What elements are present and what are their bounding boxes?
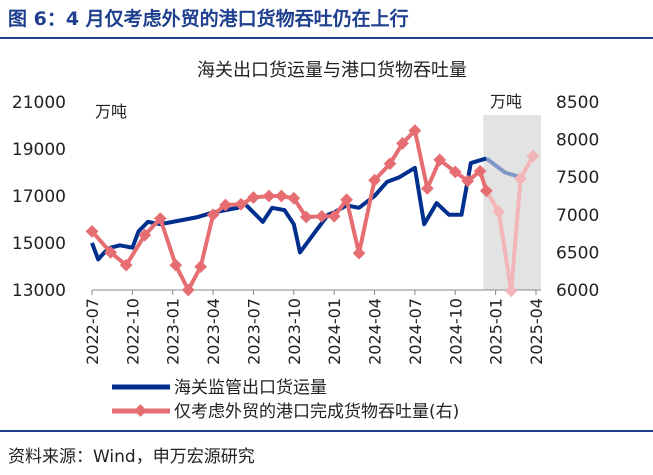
legend-label-export-freight: 海关监管出口货运量 bbox=[174, 378, 327, 398]
data-point bbox=[420, 182, 434, 195]
data-point bbox=[181, 283, 195, 297]
data-point bbox=[368, 173, 381, 187]
data-point bbox=[383, 157, 397, 171]
x-tick-marks bbox=[91, 290, 537, 295]
x-tick-label: 2023-04 bbox=[204, 298, 223, 365]
data-point bbox=[169, 258, 183, 272]
y-left-tick-label: 17000 bbox=[12, 187, 66, 207]
y-right-tick-label: 6500 bbox=[556, 243, 599, 263]
chart: 海关出口货运量与港口货物吞吐量 万吨 万吨 21000 19000 17000 150… bbox=[12, 60, 599, 422]
y-right-tick-labels: 8500 8000 7500 7000 6500 6000 bbox=[556, 93, 599, 301]
y-left-tick-label: 21000 bbox=[12, 93, 66, 113]
data-point bbox=[262, 189, 276, 203]
x-tick-label: 2023-10 bbox=[285, 298, 304, 365]
data-point bbox=[352, 246, 366, 260]
data-point bbox=[433, 153, 447, 167]
y-left-tick-label: 15000 bbox=[12, 234, 66, 254]
y-right-tick-label: 7000 bbox=[556, 206, 599, 226]
x-tick-label: 2023-01 bbox=[164, 298, 183, 365]
data-point bbox=[219, 198, 232, 212]
x-tick-label: 2023-07 bbox=[244, 298, 263, 365]
y-left-unit: 万吨 bbox=[95, 102, 127, 121]
legend-marker-port-throughput bbox=[134, 404, 147, 417]
data-point bbox=[396, 136, 409, 150]
x-tick-label: 2025-04 bbox=[527, 298, 546, 365]
data-point bbox=[287, 191, 301, 205]
x-tick-label: 2024-10 bbox=[446, 298, 465, 365]
x-tick-label: 2025-01 bbox=[487, 298, 506, 365]
y-right-unit: 万吨 bbox=[490, 92, 522, 111]
chart-title: 海关出口货运量与港口货物吞吐量 bbox=[197, 60, 467, 81]
source-note: 资料来源：Wind，申万宏源研究 bbox=[8, 447, 255, 467]
y-left-tick-labels: 21000 19000 17000 15000 13000 bbox=[12, 93, 66, 301]
data-point bbox=[138, 228, 152, 242]
y-left-tick-label: 19000 bbox=[12, 140, 66, 160]
data-point bbox=[153, 212, 167, 225]
y-left-tick-label: 13000 bbox=[12, 281, 66, 301]
data-point bbox=[315, 209, 329, 223]
y-right-tick-label: 7500 bbox=[556, 168, 599, 188]
figure-title: 图 6：4 月仅考虑外贸的港口货物吞吐仍在上行 bbox=[8, 8, 409, 30]
x-tick-label: 2024-07 bbox=[406, 298, 425, 365]
bottom-rule bbox=[0, 430, 653, 432]
x-tick-labels: 2022-07 2022-10 2023-01 2023-04 2023-07 2023-… bbox=[83, 298, 546, 365]
data-point bbox=[327, 209, 341, 223]
y-right-tick-label: 8000 bbox=[556, 131, 599, 151]
x-tick-label: 2022-07 bbox=[83, 298, 102, 365]
x-tick-label: 2022-10 bbox=[123, 298, 142, 365]
data-point bbox=[206, 208, 220, 222]
data-point bbox=[461, 174, 475, 188]
data-point bbox=[408, 124, 422, 137]
data-point bbox=[234, 197, 248, 211]
data-point bbox=[340, 193, 353, 207]
data-point bbox=[104, 246, 117, 259]
data-point bbox=[194, 260, 208, 274]
series-port-throughput bbox=[85, 124, 540, 298]
data-point bbox=[299, 210, 313, 224]
data-point bbox=[85, 224, 99, 238]
title-rule bbox=[0, 37, 653, 39]
series-line-projected bbox=[485, 156, 522, 180]
data-point bbox=[492, 205, 506, 219]
data-point bbox=[275, 189, 288, 203]
data-point bbox=[448, 165, 462, 179]
legend: 海关监管出口货运量 仅考虑外贸的港口完成货物吞吐量(右) bbox=[112, 378, 459, 422]
x-tick-label: 2024-04 bbox=[366, 298, 385, 365]
legend-label-port-throughput: 仅考虑外贸的港口完成货物吞吐量(右) bbox=[174, 402, 459, 422]
y-right-tick-label: 8500 bbox=[556, 93, 599, 113]
series-export-freight bbox=[90, 156, 522, 262]
series-line bbox=[90, 156, 487, 262]
series-line bbox=[90, 128, 489, 292]
x-tick-label: 2024-01 bbox=[325, 298, 344, 365]
data-point bbox=[479, 184, 493, 198]
y-right-tick-label: 6000 bbox=[556, 281, 599, 301]
